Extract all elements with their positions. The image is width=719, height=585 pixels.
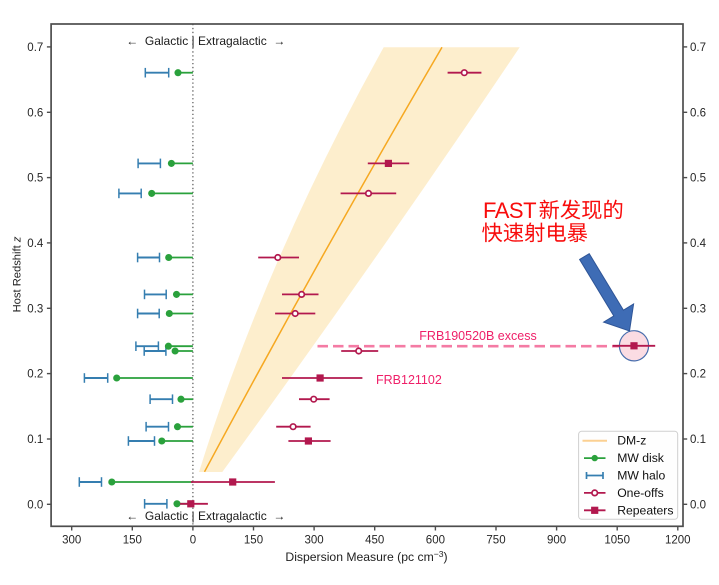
svg-text:FRB190520B excess: FRB190520B excess	[419, 329, 536, 343]
svg-text:MW disk: MW disk	[617, 451, 665, 465]
svg-text:0.5: 0.5	[27, 173, 43, 185]
svg-text:0.7: 0.7	[690, 42, 706, 54]
svg-text:600: 600	[426, 535, 445, 547]
svg-text:900: 900	[547, 535, 566, 547]
svg-text:0.3: 0.3	[27, 303, 43, 315]
svg-text:FRB121102: FRB121102	[376, 373, 442, 387]
svg-text:0.2: 0.2	[27, 369, 43, 381]
svg-text:0.4: 0.4	[690, 238, 707, 250]
svg-text:One-offs: One-offs	[617, 486, 664, 500]
svg-text:0.1: 0.1	[27, 434, 43, 446]
svg-text:0.1: 0.1	[690, 434, 706, 446]
svg-text:0.6: 0.6	[690, 107, 706, 119]
svg-text:← Galactic | Extragalactic →: ← Galactic | Extragalactic →	[126, 34, 285, 48]
svg-text:1200: 1200	[665, 535, 691, 547]
svg-text:0.3: 0.3	[690, 303, 706, 315]
svg-text:Repeaters: Repeaters	[617, 503, 673, 517]
svg-text:FAST: FAST	[483, 198, 536, 223]
svg-text:450: 450	[365, 535, 384, 547]
svg-text:300: 300	[62, 535, 81, 547]
svg-text:Host Redshift z: Host Redshift z	[12, 236, 24, 312]
svg-text:1050: 1050	[604, 535, 630, 547]
svg-text:0.5: 0.5	[690, 173, 706, 185]
svg-text:0.6: 0.6	[27, 107, 43, 119]
svg-text:300: 300	[305, 535, 324, 547]
svg-text:0.0: 0.0	[27, 499, 43, 511]
svg-text:Dispersion Measure (pc cm−3): Dispersion Measure (pc cm−3)	[285, 549, 447, 564]
svg-text:DM-z: DM-z	[617, 434, 646, 448]
svg-text:150: 150	[123, 535, 142, 547]
svg-text:← Galactic | Extragalactic →: ← Galactic | Extragalactic →	[126, 509, 285, 523]
svg-text:0.7: 0.7	[27, 42, 43, 54]
svg-text:0.4: 0.4	[27, 238, 44, 250]
svg-text:750: 750	[486, 535, 505, 547]
svg-text:0.0: 0.0	[690, 499, 706, 511]
svg-text:150: 150	[244, 535, 263, 547]
svg-text:MW halo: MW halo	[617, 469, 665, 483]
svg-text:0: 0	[190, 535, 196, 547]
svg-text:0.2: 0.2	[690, 369, 706, 381]
